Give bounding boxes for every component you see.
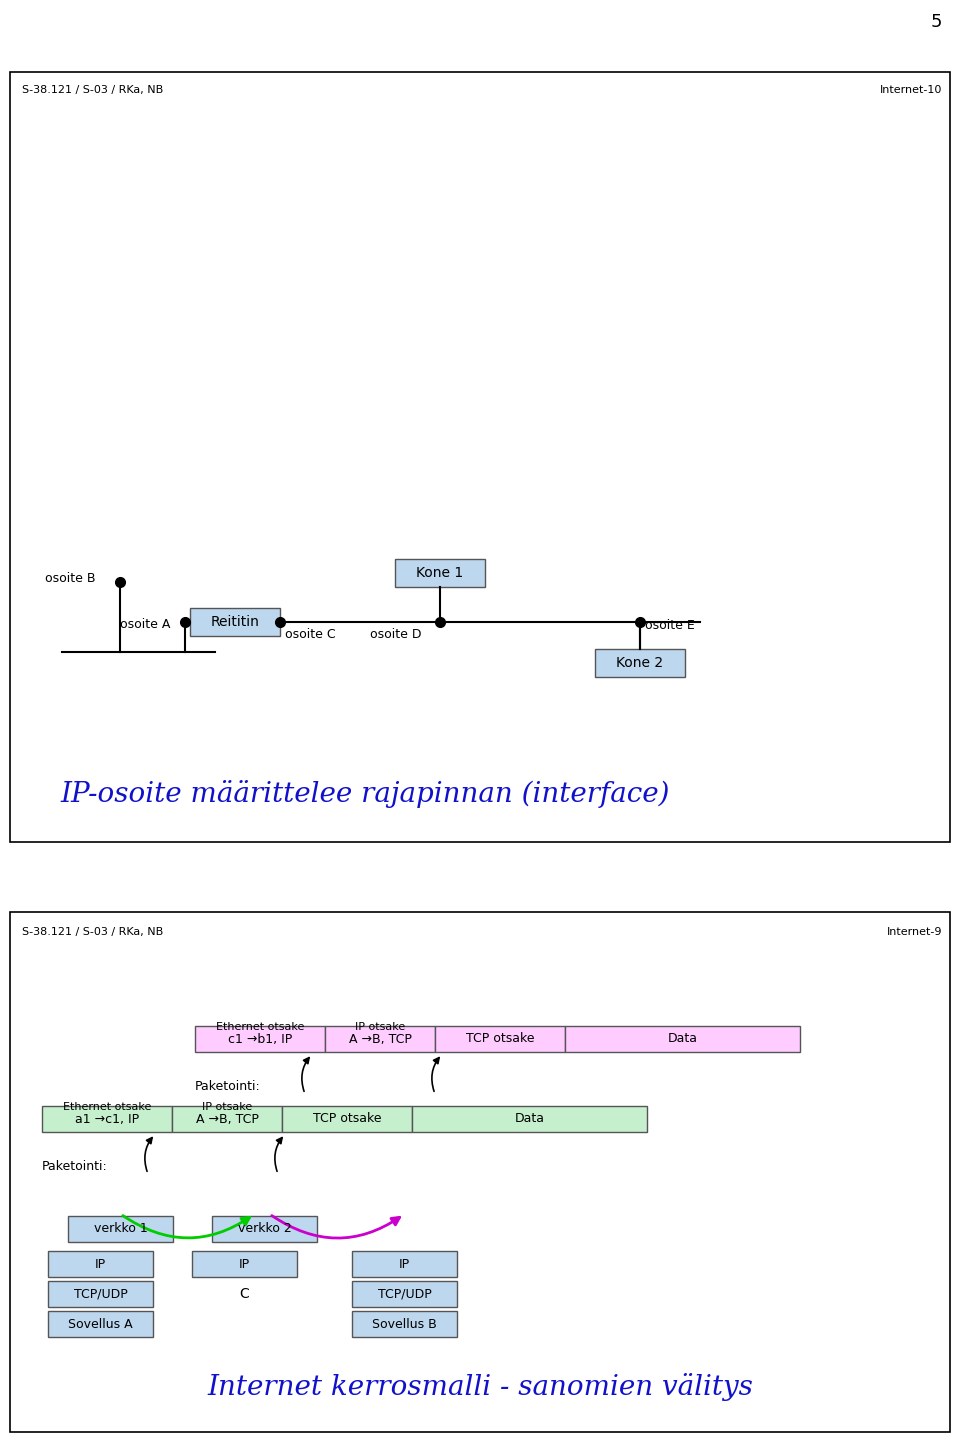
Text: c1 →b1, IP: c1 →b1, IP: [228, 1032, 292, 1045]
Bar: [10, 72, 950, 842]
Bar: [352, 1311, 457, 1337]
Bar: [48, 1252, 153, 1278]
Text: Internet kerrosmalli - sanomien välitys: Internet kerrosmalli - sanomien välitys: [207, 1373, 753, 1402]
Text: osoite E: osoite E: [645, 619, 695, 632]
Bar: [42, 1106, 172, 1132]
Text: S-38.121 / S-03 / RKa, NB: S-38.121 / S-03 / RKa, NB: [22, 927, 163, 937]
Text: Paketointi:: Paketointi:: [42, 1161, 108, 1174]
Text: A →B, TCP: A →B, TCP: [196, 1112, 258, 1126]
Bar: [195, 1027, 325, 1053]
Text: Ethernet otsake: Ethernet otsake: [216, 1022, 304, 1032]
FancyArrowPatch shape: [272, 1216, 399, 1239]
FancyArrowPatch shape: [432, 1057, 439, 1092]
FancyArrowPatch shape: [301, 1057, 309, 1092]
Text: Sovellus B: Sovellus B: [372, 1318, 437, 1331]
Bar: [48, 1280, 153, 1306]
Text: Paketointi:: Paketointi:: [195, 1080, 261, 1093]
Bar: [68, 1216, 173, 1242]
Text: osoite B: osoite B: [45, 572, 95, 585]
Text: TCP/UDP: TCP/UDP: [377, 1288, 431, 1301]
Text: Data: Data: [667, 1032, 698, 1045]
Bar: [282, 1106, 412, 1132]
Text: TCP/UDP: TCP/UDP: [74, 1288, 128, 1301]
Text: IP: IP: [95, 1257, 106, 1270]
Text: Reititin: Reititin: [210, 614, 259, 629]
Text: IP otsake: IP otsake: [355, 1022, 405, 1032]
Text: Data: Data: [515, 1112, 544, 1126]
Text: Internet-10: Internet-10: [879, 85, 942, 95]
FancyArrowPatch shape: [145, 1138, 152, 1171]
Bar: [192, 1252, 297, 1278]
Text: TCP otsake: TCP otsake: [313, 1112, 381, 1126]
Bar: [48, 1311, 153, 1337]
Text: osoite D: osoite D: [370, 627, 421, 640]
Bar: [435, 1027, 565, 1053]
Text: IP: IP: [399, 1257, 410, 1270]
Bar: [190, 609, 280, 636]
Text: osoite C: osoite C: [285, 627, 336, 640]
Text: osoite A: osoite A: [120, 619, 170, 632]
FancyArrowPatch shape: [275, 1138, 282, 1171]
Bar: [212, 1216, 317, 1242]
Text: C: C: [240, 1288, 250, 1301]
FancyArrowPatch shape: [123, 1216, 250, 1237]
Bar: [412, 1106, 647, 1132]
Text: IP: IP: [239, 1257, 250, 1270]
Bar: [352, 1280, 457, 1306]
Text: Kone 1: Kone 1: [417, 567, 464, 580]
Text: IP otsake: IP otsake: [202, 1102, 252, 1112]
Text: Sovellus A: Sovellus A: [68, 1318, 132, 1331]
Text: A →B, TCP: A →B, TCP: [348, 1032, 412, 1045]
Bar: [565, 1027, 800, 1053]
Text: a1 →c1, IP: a1 →c1, IP: [75, 1112, 139, 1126]
Bar: [395, 559, 485, 587]
Bar: [10, 911, 950, 1432]
Text: IP-osoite määrittelee rajapinnan (interface): IP-osoite määrittelee rajapinnan (interf…: [60, 780, 669, 808]
Text: TCP otsake: TCP otsake: [466, 1032, 535, 1045]
Bar: [595, 649, 685, 676]
Bar: [352, 1252, 457, 1278]
Text: verkko 1: verkko 1: [94, 1223, 148, 1236]
Bar: [325, 1027, 435, 1053]
Text: Kone 2: Kone 2: [616, 656, 663, 671]
Text: Ethernet otsake: Ethernet otsake: [62, 1102, 151, 1112]
Text: 5: 5: [930, 13, 942, 30]
Text: Internet-9: Internet-9: [886, 927, 942, 937]
Text: S-38.121 / S-03 / RKa, NB: S-38.121 / S-03 / RKa, NB: [22, 85, 163, 95]
Bar: [172, 1106, 282, 1132]
Text: verkko 2: verkko 2: [238, 1223, 292, 1236]
